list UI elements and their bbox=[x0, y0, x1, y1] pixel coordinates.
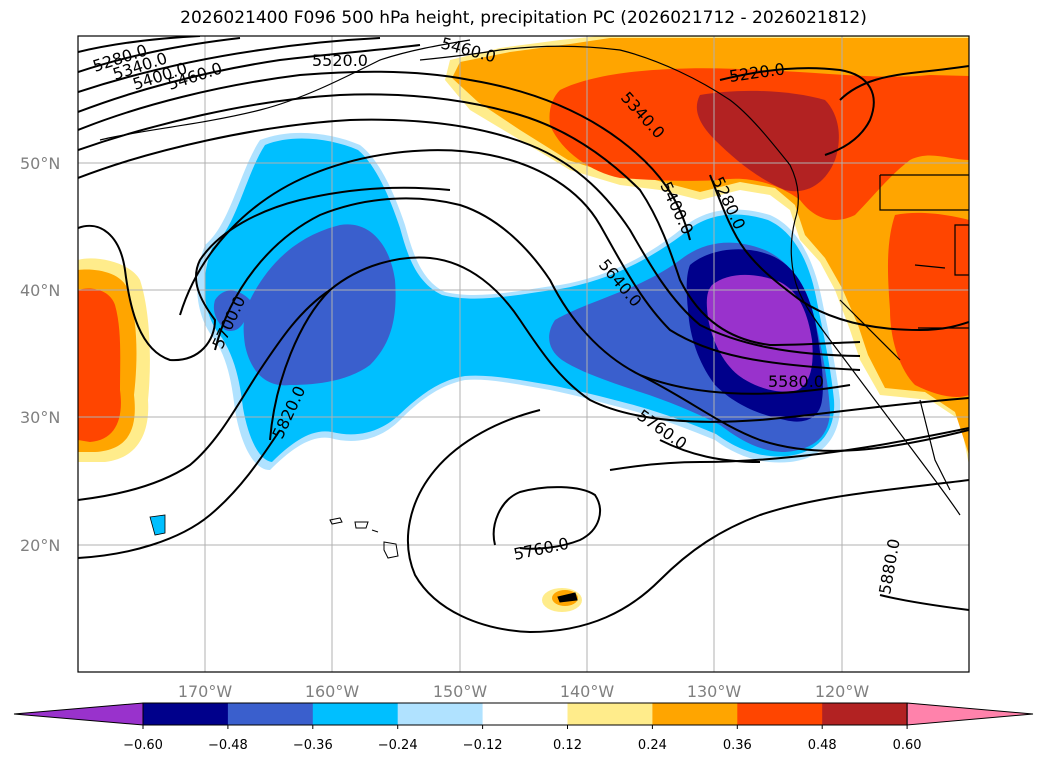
colorbar-tick-label: 0.36 bbox=[723, 738, 752, 753]
colorbar-tick-label: 0.12 bbox=[553, 738, 582, 753]
colorbar-segment bbox=[227, 703, 314, 725]
colorbar-segment bbox=[312, 703, 399, 725]
colorbar-segment bbox=[397, 703, 484, 725]
lat-label: 30°N bbox=[20, 408, 60, 427]
colorbar-outline bbox=[142, 702, 908, 726]
gridlines bbox=[78, 36, 969, 672]
colorbar: −0.60 −0.48 −0.36 −0.24 −0.12 0.12 0.24 0.36 0.4… bbox=[13, 702, 1034, 753]
colorbar-segment bbox=[652, 703, 738, 725]
map-title: 2026021400 F096 500 hPa height, precipit… bbox=[180, 8, 867, 28]
lon-label: 130°W bbox=[687, 682, 742, 701]
longitude-labels: 170°W 160°W 150°W 140°W 130°W 120°W bbox=[178, 682, 870, 701]
colorbar-tick-label: 0.48 bbox=[808, 738, 837, 753]
colorbar-tick-label: 0.60 bbox=[893, 738, 922, 753]
height-contours bbox=[78, 36, 969, 634]
hawaii-islands bbox=[329, 517, 578, 603]
lat-label: 50°N bbox=[20, 154, 60, 173]
colorbar-extend-max bbox=[906, 702, 1034, 726]
positive-anomaly-west bbox=[78, 258, 150, 462]
lon-label: 140°W bbox=[560, 682, 615, 701]
lon-label: 150°W bbox=[433, 682, 488, 701]
map-plot-area: 5280.0 5340.0 5400.0 5460.0 5520.0 5460.… bbox=[78, 36, 969, 672]
colorbar-extend-min bbox=[13, 702, 144, 726]
colorbar-segment bbox=[567, 703, 653, 725]
colorbar-tick-label: 0.24 bbox=[638, 738, 667, 753]
lon-label: 170°W bbox=[178, 682, 233, 701]
colorbar-segment bbox=[822, 703, 908, 725]
contour-label: 5520.0 bbox=[312, 51, 368, 70]
colorbar-tick-label: −0.36 bbox=[293, 738, 333, 753]
colorbar-segment bbox=[482, 703, 568, 725]
colorbar-segment bbox=[737, 703, 823, 725]
lat-label: 20°N bbox=[20, 536, 60, 555]
coastlines bbox=[99, 39, 969, 516]
latitude-labels: 50°N 40°N 30°N 20°N bbox=[20, 154, 60, 555]
lon-label: 160°W bbox=[305, 682, 360, 701]
contour-label: 5580.0 bbox=[768, 372, 824, 391]
colorbar-tick-label: −0.24 bbox=[378, 738, 418, 753]
lon-label: 120°W bbox=[815, 682, 870, 701]
colorbar-segment bbox=[143, 703, 229, 725]
colorbar-tick-label: −0.60 bbox=[123, 738, 163, 753]
colorbar-tick-label: −0.48 bbox=[208, 738, 248, 753]
colorbar-tick-label: −0.12 bbox=[463, 738, 503, 753]
lat-label: 40°N bbox=[20, 281, 60, 300]
map-frame bbox=[77, 35, 970, 673]
